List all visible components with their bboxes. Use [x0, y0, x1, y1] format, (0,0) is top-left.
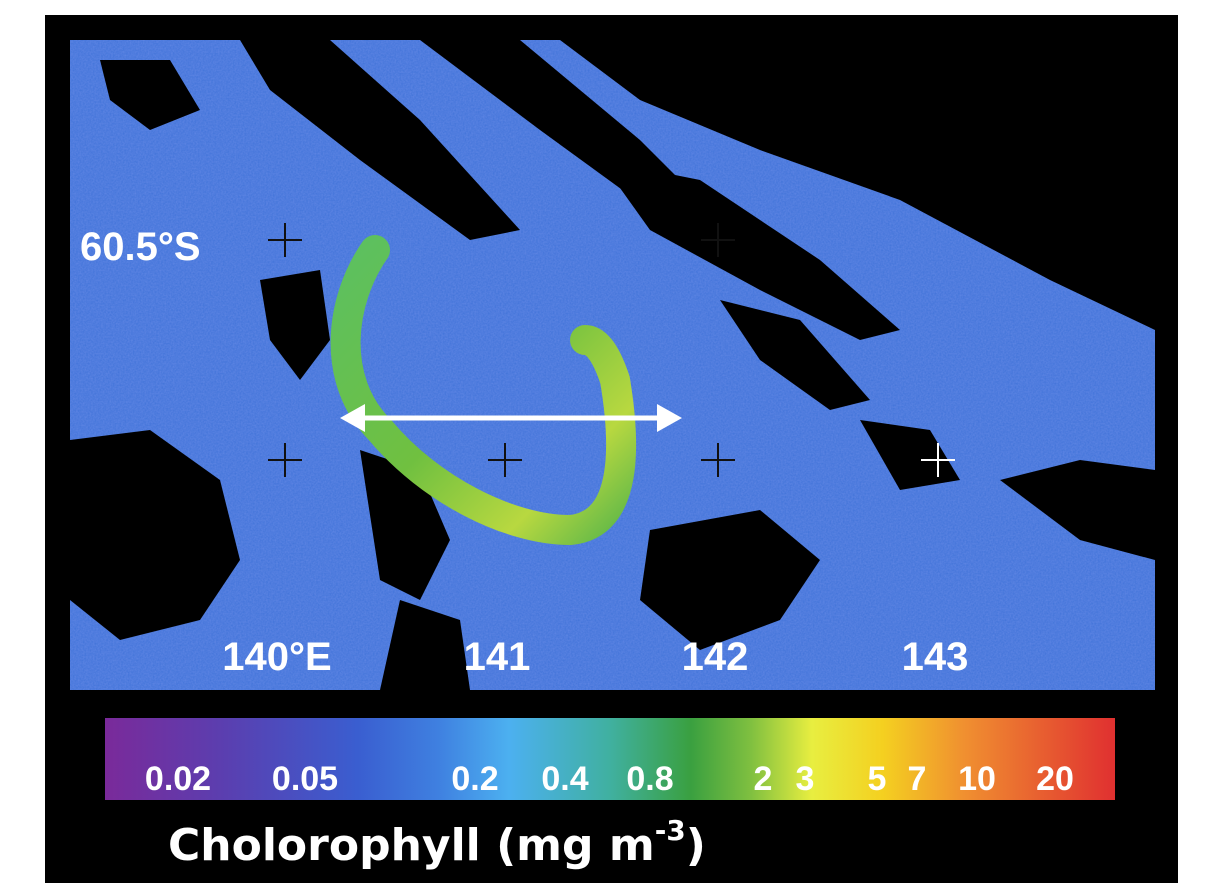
colorbar-tick-label: 0.02 — [145, 760, 211, 798]
colorbar-tick-label: 10 — [958, 760, 996, 798]
colorbar-tick-label: 5 — [868, 760, 887, 798]
colorbar-tick-label: 7 — [908, 760, 927, 798]
colorbar-title: Cholorophyll (mg m-3) — [168, 814, 706, 871]
colorbar-tick-label: 0.4 — [541, 760, 588, 798]
colorbar-tick-label: 3 — [796, 760, 815, 798]
colorbar-tick-label: 0.05 — [272, 760, 338, 798]
longitude-label: 141 — [464, 635, 531, 679]
latitude-label: 60.5°S — [80, 225, 201, 269]
colorbar-tick-label: 0.8 — [626, 760, 673, 798]
figure: 60.5°S 140°E 141 142 143 0.02 0.05 0.2 0.4 0… — [0, 0, 1215, 883]
colorbar-tick-label: 20 — [1036, 760, 1074, 798]
longitude-label: 143 — [902, 635, 969, 679]
page: {"map": { "latitude_label": "60.5°S", "l… — [0, 0, 1215, 883]
longitude-label: 140°E — [222, 635, 331, 679]
longitude-label: 142 — [682, 635, 749, 679]
colorbar-tick-label: 0.2 — [451, 760, 498, 798]
colorbar-tick-label: 2 — [754, 760, 773, 798]
